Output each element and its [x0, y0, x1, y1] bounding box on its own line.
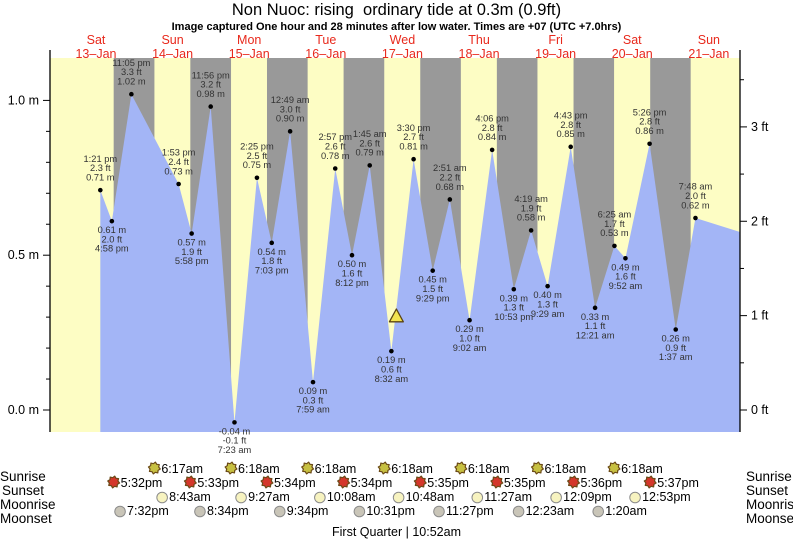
svg-text:1 ft: 1 ft: [751, 309, 769, 323]
svg-text:0.5 m: 0.5 m: [8, 248, 39, 262]
svg-text:5:58 pm: 5:58 pm: [175, 256, 209, 266]
svg-text:1:37 am: 1:37 am: [659, 352, 693, 362]
svg-text:9:52 am: 9:52 am: [609, 281, 643, 291]
svg-text:8:12 pm: 8:12 pm: [335, 278, 369, 288]
svg-text:0.75 m: 0.75 m: [243, 160, 272, 170]
svg-text:0.0 m: 0.0 m: [8, 403, 39, 417]
svg-text:2 ft: 2 ft: [751, 214, 769, 228]
svg-text:0 ft: 0 ft: [751, 403, 769, 417]
svg-text:7:59 am: 7:59 am: [296, 405, 330, 415]
svg-text:0.53 m: 0.53 m: [600, 228, 629, 238]
svg-text:0.71 m: 0.71 m: [86, 172, 115, 182]
svg-text:9:02 am: 9:02 am: [453, 343, 487, 353]
svg-text:0.90 m: 0.90 m: [276, 114, 305, 124]
svg-text:9:29 pm: 9:29 pm: [416, 293, 450, 303]
svg-text:7:23 am: 7:23 am: [218, 445, 252, 455]
svg-text:1.0 m: 1.0 m: [8, 93, 39, 107]
svg-text:0.58 m: 0.58 m: [517, 213, 546, 223]
svg-text:9:29 am: 9:29 am: [531, 309, 565, 319]
svg-text:7:03 pm: 7:03 pm: [255, 265, 289, 275]
svg-text:0.62 m: 0.62 m: [681, 200, 710, 210]
svg-text:0.86 m: 0.86 m: [635, 126, 664, 136]
svg-text:0.85 m: 0.85 m: [556, 129, 585, 139]
svg-text:8:32 am: 8:32 am: [375, 374, 409, 384]
svg-text:0.84 m: 0.84 m: [478, 132, 507, 142]
svg-text:0.81 m: 0.81 m: [399, 142, 428, 152]
svg-text:4:58 pm: 4:58 pm: [95, 244, 129, 254]
svg-text:10:53 pm: 10:53 pm: [494, 312, 533, 322]
svg-text:0.79 m: 0.79 m: [356, 148, 385, 158]
svg-text:0.98 m: 0.98 m: [196, 89, 225, 99]
svg-text:3 ft: 3 ft: [751, 120, 769, 134]
svg-text:0.68 m: 0.68 m: [436, 182, 465, 192]
svg-text:1.02 m: 1.02 m: [117, 76, 146, 86]
svg-text:0.73 m: 0.73 m: [164, 166, 193, 176]
svg-text:12:21 am: 12:21 am: [576, 330, 615, 340]
svg-text:0.78 m: 0.78 m: [321, 151, 350, 161]
